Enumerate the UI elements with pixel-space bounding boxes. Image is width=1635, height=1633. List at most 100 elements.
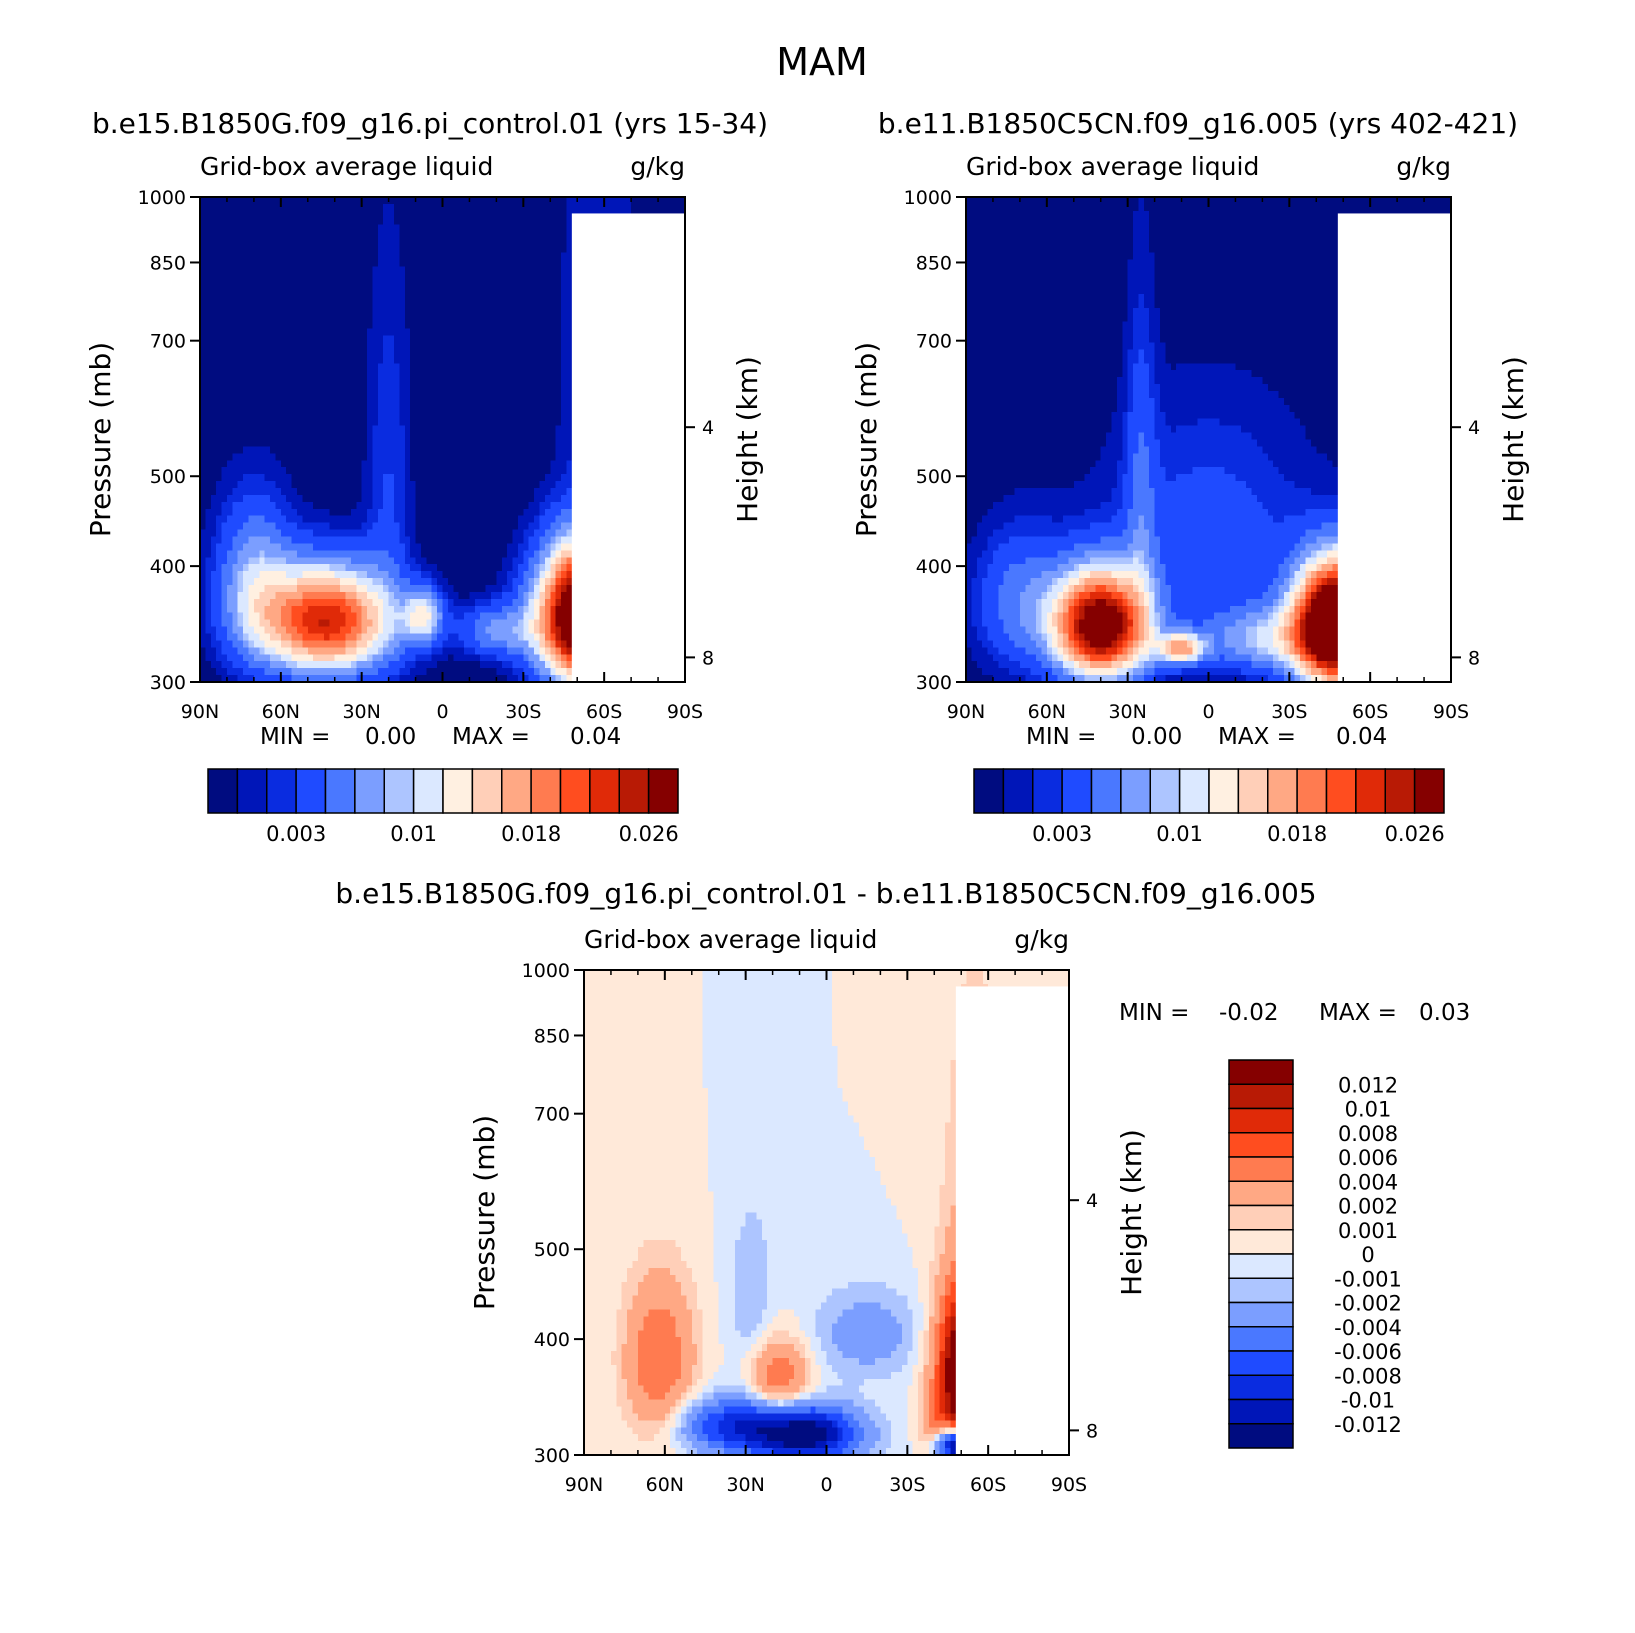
contour-cell bbox=[340, 328, 347, 337]
contour-cell bbox=[523, 474, 530, 482]
contour-cell bbox=[345, 384, 352, 392]
contour-cell bbox=[415, 377, 422, 385]
contour-cell bbox=[297, 294, 303, 302]
contour-cell bbox=[437, 494, 444, 503]
contour-cell bbox=[280, 294, 287, 302]
contour-cell bbox=[329, 231, 336, 240]
contour-cell bbox=[528, 273, 535, 281]
contour-cell bbox=[237, 321, 244, 330]
contour-cell bbox=[480, 529, 487, 538]
contour-cell bbox=[447, 494, 454, 503]
contour-cell bbox=[237, 522, 244, 531]
contour-cell bbox=[367, 550, 374, 558]
contour-cell bbox=[426, 529, 433, 538]
contour-cell bbox=[420, 397, 427, 406]
contour-cell bbox=[356, 460, 363, 468]
contour-cell bbox=[415, 446, 422, 454]
contour-cell bbox=[641, 203, 648, 212]
contour-cell bbox=[491, 273, 497, 281]
contour-cell bbox=[216, 564, 223, 572]
contour-cell bbox=[302, 564, 309, 572]
contour-cell bbox=[297, 474, 303, 482]
contour-cell bbox=[313, 411, 320, 420]
contour-cell bbox=[566, 384, 573, 392]
contour-cell bbox=[404, 439, 411, 448]
contour-cell bbox=[507, 460, 514, 468]
contour-cell bbox=[313, 508, 320, 517]
contour-cell bbox=[566, 328, 573, 337]
contour-cell bbox=[259, 328, 266, 337]
contour-cell bbox=[399, 363, 406, 371]
contour-cell bbox=[426, 321, 433, 330]
contour-cell bbox=[517, 294, 524, 302]
contour-cell bbox=[356, 314, 363, 323]
contour-cell bbox=[340, 397, 347, 406]
contour-cell bbox=[566, 481, 573, 489]
contour-cell bbox=[399, 550, 406, 558]
contour-cell bbox=[226, 335, 233, 344]
contour-cell bbox=[431, 273, 438, 281]
contour-cell bbox=[415, 321, 422, 330]
contour-cell bbox=[367, 474, 374, 482]
contour-cell bbox=[426, 522, 433, 531]
contour-cell bbox=[534, 294, 541, 302]
contour-cell bbox=[437, 397, 444, 406]
contour-cell bbox=[431, 245, 438, 254]
contour-cell bbox=[431, 481, 438, 489]
contour-cell bbox=[566, 245, 573, 254]
contour-cell bbox=[453, 543, 460, 551]
contour-cell bbox=[544, 349, 551, 357]
contour-cell bbox=[302, 197, 309, 205]
contour-cell bbox=[313, 300, 320, 309]
contour-cell bbox=[200, 543, 206, 551]
contour-cell bbox=[550, 266, 557, 274]
contour-cell bbox=[501, 377, 508, 385]
contour-cell bbox=[345, 494, 352, 503]
contour-cell bbox=[437, 508, 444, 517]
contour-cell bbox=[216, 238, 223, 247]
contour-cell bbox=[458, 550, 465, 558]
contour-cell bbox=[270, 418, 277, 427]
contour-cell bbox=[399, 432, 406, 441]
contour-cell bbox=[350, 328, 357, 337]
contour-cell bbox=[555, 404, 562, 413]
contour-cell bbox=[377, 432, 384, 441]
contour-cell bbox=[469, 453, 476, 461]
contour-cell bbox=[388, 203, 395, 212]
contour-cell bbox=[512, 356, 519, 364]
contour-cell bbox=[297, 578, 303, 586]
contour-cell bbox=[340, 467, 347, 475]
contour-cell bbox=[539, 210, 546, 219]
contour-cell bbox=[437, 418, 444, 427]
contour-cell bbox=[264, 418, 271, 427]
contour-cell bbox=[205, 418, 212, 427]
contour-cell bbox=[512, 432, 519, 441]
contour-cell bbox=[259, 342, 266, 351]
contour-cell bbox=[480, 494, 487, 503]
contour-cell bbox=[270, 543, 277, 551]
contour-cell bbox=[323, 391, 330, 399]
contour-cell bbox=[517, 280, 524, 288]
contour-cell bbox=[485, 508, 492, 517]
contour-cell bbox=[453, 446, 460, 454]
contour-cell bbox=[555, 231, 562, 240]
contour-cell bbox=[491, 280, 497, 288]
contour-cell bbox=[464, 370, 471, 378]
contour-cell bbox=[216, 307, 223, 316]
contour-cell bbox=[291, 529, 298, 538]
contour-cell bbox=[210, 328, 217, 337]
contour-cell bbox=[458, 481, 465, 489]
contour-cell bbox=[528, 564, 535, 572]
contour-cell bbox=[275, 307, 282, 316]
contour-cell bbox=[253, 217, 260, 226]
contour-cell bbox=[523, 203, 530, 212]
contour-cell bbox=[264, 515, 271, 524]
contour-cell bbox=[345, 522, 352, 531]
contour-cell bbox=[534, 543, 541, 551]
contour-cell bbox=[253, 307, 260, 316]
contour-cell bbox=[329, 335, 336, 344]
contour-cell bbox=[539, 515, 546, 524]
contour-cell bbox=[210, 564, 217, 572]
contour-cell bbox=[539, 411, 546, 420]
contour-cell bbox=[458, 467, 465, 475]
